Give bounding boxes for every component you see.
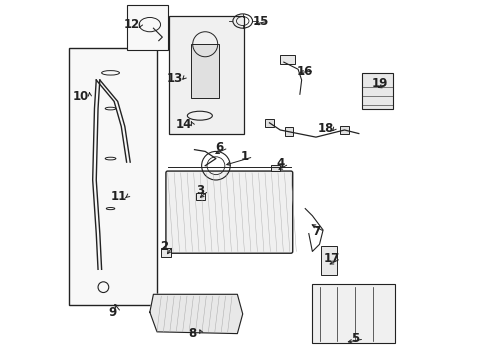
Text: 6: 6	[215, 141, 223, 154]
Bar	[126, 5, 167, 50]
Bar	[169, 16, 244, 134]
Text: 16: 16	[296, 64, 313, 77]
Bar	[312, 284, 394, 342]
Text: 9: 9	[108, 306, 116, 319]
Bar	[264, 118, 273, 127]
Text: 3: 3	[195, 184, 203, 197]
Text: 11: 11	[110, 190, 126, 203]
Bar	[69, 48, 157, 305]
Text: 1: 1	[240, 150, 248, 163]
Text: 17: 17	[323, 252, 340, 265]
Text: 15: 15	[252, 14, 268, 27]
Bar	[285, 127, 293, 136]
Text: 8: 8	[188, 327, 197, 340]
Text: 18: 18	[317, 122, 333, 135]
Bar	[190, 44, 219, 98]
Bar	[160, 248, 171, 257]
Text: 10: 10	[73, 90, 89, 103]
Text: 5: 5	[350, 333, 359, 346]
Text: 4: 4	[276, 157, 284, 170]
Bar	[271, 165, 280, 171]
Text: 14: 14	[175, 118, 192, 131]
Bar	[196, 193, 205, 200]
Bar	[362, 73, 392, 109]
FancyBboxPatch shape	[165, 171, 292, 253]
Text: 12: 12	[123, 18, 140, 31]
Bar	[321, 246, 337, 275]
Polygon shape	[149, 294, 242, 334]
Text: 19: 19	[370, 77, 387, 90]
Text: 13: 13	[166, 72, 183, 85]
Text: 7: 7	[311, 225, 319, 238]
Text: 2: 2	[160, 240, 168, 253]
Bar	[340, 126, 348, 134]
Bar	[280, 55, 294, 64]
